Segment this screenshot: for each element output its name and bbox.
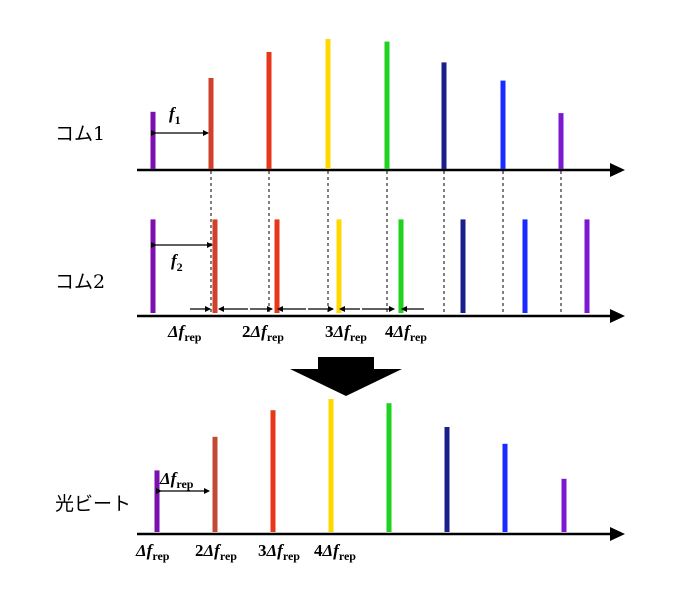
beat-delta-top-label: Δfrep bbox=[159, 469, 194, 491]
beat-line-3 bbox=[270, 410, 276, 532]
beat-label: 光ビート bbox=[55, 493, 131, 515]
beat-delta2-label: 2Δfrep bbox=[195, 541, 237, 563]
comb2-line-4 bbox=[336, 219, 342, 313]
comb1-line-3 bbox=[266, 52, 272, 169]
comb2-delta3-label: 3Δfrep bbox=[325, 322, 367, 344]
comb1-line-8 bbox=[558, 113, 564, 169]
comb2-line-1 bbox=[150, 219, 156, 313]
comb1-line-7 bbox=[500, 80, 506, 169]
comb2-line-7 bbox=[522, 219, 528, 313]
beat-line-1 bbox=[154, 470, 160, 532]
comb2-axis-arrowhead bbox=[610, 309, 625, 323]
comb2-delta2-label: 2Δfrep bbox=[242, 322, 284, 344]
comb2-delta1-label: Δfrep bbox=[167, 322, 202, 344]
comb2-delta4-label: 4Δfrep bbox=[385, 322, 427, 344]
comb1-line-5 bbox=[384, 41, 390, 169]
alignment-dashes bbox=[210, 171, 562, 316]
beat-lines bbox=[154, 399, 567, 532]
beat-delta4-label: 4Δfrep bbox=[314, 541, 356, 563]
beat-line-5 bbox=[386, 403, 392, 532]
comb1-line-6 bbox=[441, 62, 447, 169]
comb1-line-1 bbox=[150, 111, 156, 169]
beat-line-6 bbox=[444, 427, 450, 532]
comb1-lines bbox=[150, 39, 564, 169]
comb1-axis-arrowhead bbox=[610, 163, 625, 177]
comb1-line-4 bbox=[325, 39, 331, 169]
beat-line-7 bbox=[502, 443, 508, 532]
comb1-label: コム1 bbox=[55, 123, 105, 145]
comb2-line-5 bbox=[398, 219, 404, 313]
beat-line-2 bbox=[212, 436, 218, 532]
beat-line-4 bbox=[328, 399, 334, 532]
comb2-line-3 bbox=[274, 219, 280, 313]
transition-arrow bbox=[290, 357, 402, 396]
f1-symbol: f1 bbox=[169, 104, 181, 127]
comb2-lines bbox=[150, 219, 590, 313]
beat-line-8 bbox=[561, 478, 567, 532]
comb2-line-6 bbox=[460, 219, 466, 313]
comb2-line-8 bbox=[584, 219, 590, 313]
beat-delta1-label: Δfrep bbox=[135, 541, 170, 563]
comb1-line-2 bbox=[208, 78, 214, 169]
comb2-line-2 bbox=[212, 219, 218, 313]
beat-delta3-label: 3Δfrep bbox=[258, 541, 300, 563]
beat-axis-arrowhead bbox=[610, 527, 625, 541]
f2-symbol: f2 bbox=[171, 251, 183, 274]
comb2-label: コム2 bbox=[55, 271, 105, 293]
